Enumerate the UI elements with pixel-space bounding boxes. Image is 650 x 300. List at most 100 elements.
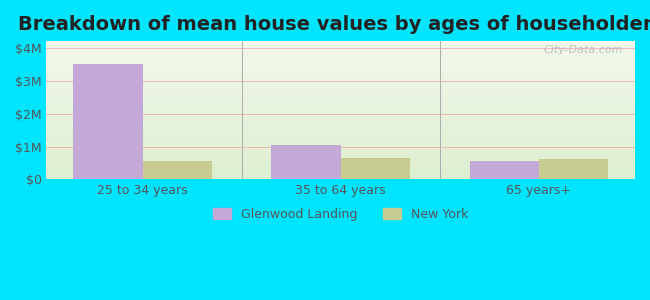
Bar — [47, 150, 635, 152]
Bar — [47, 136, 635, 138]
Bar — [47, 98, 635, 99]
Bar — [47, 120, 635, 122]
Bar — [47, 81, 635, 83]
Text: City-Data.com: City-Data.com — [544, 45, 623, 55]
Bar — [47, 87, 635, 88]
Bar — [47, 59, 635, 61]
Bar — [47, 89, 635, 91]
Bar — [47, 143, 635, 145]
Bar — [47, 157, 635, 159]
Bar — [47, 135, 635, 136]
Bar — [47, 58, 635, 59]
Bar — [47, 171, 635, 172]
Bar — [47, 170, 635, 171]
Bar — [47, 117, 635, 119]
Bar — [47, 122, 635, 123]
Bar — [47, 174, 635, 175]
Bar — [47, 51, 635, 52]
Bar — [341, 158, 410, 179]
Bar — [47, 125, 635, 127]
Bar — [47, 107, 635, 109]
Bar — [47, 45, 635, 46]
Bar — [47, 92, 635, 94]
Title: Breakdown of mean house values by ages of householders: Breakdown of mean house values by ages o… — [18, 15, 650, 34]
Bar — [47, 166, 635, 167]
Bar — [47, 76, 635, 77]
Bar — [47, 131, 635, 132]
Bar — [47, 62, 635, 63]
Bar — [47, 142, 635, 143]
Bar — [47, 123, 635, 124]
Bar — [47, 134, 635, 135]
Bar — [47, 63, 635, 64]
Bar — [47, 110, 635, 112]
Bar — [47, 69, 635, 70]
Bar — [47, 88, 635, 89]
Bar — [47, 172, 635, 174]
Bar — [47, 44, 635, 45]
Bar — [47, 130, 635, 131]
Bar — [47, 109, 635, 110]
Bar — [47, 79, 635, 80]
Bar — [47, 139, 635, 141]
Bar — [47, 148, 635, 149]
Bar — [47, 56, 635, 58]
Bar — [47, 106, 635, 107]
Bar — [47, 94, 635, 95]
Bar — [47, 118, 635, 120]
Bar — [272, 145, 341, 179]
Bar — [47, 64, 635, 66]
Bar — [47, 52, 635, 54]
Bar — [47, 66, 635, 68]
Bar — [47, 70, 635, 72]
Bar — [47, 95, 635, 97]
Bar — [47, 102, 635, 104]
Bar — [47, 160, 635, 161]
Bar — [47, 177, 635, 178]
Bar — [47, 132, 635, 134]
Legend: Glenwood Landing, New York: Glenwood Landing, New York — [207, 203, 474, 226]
Bar — [47, 113, 635, 114]
Bar — [47, 156, 635, 157]
Bar — [47, 46, 635, 48]
Bar — [47, 154, 635, 156]
Bar — [47, 68, 635, 69]
Bar — [47, 116, 635, 117]
Bar — [47, 153, 635, 154]
Bar — [142, 161, 212, 179]
Bar — [47, 164, 635, 166]
Bar — [47, 128, 635, 130]
Bar — [47, 74, 635, 76]
Bar — [47, 124, 635, 125]
Bar — [47, 43, 635, 44]
Bar — [47, 55, 635, 56]
Bar — [47, 97, 635, 98]
Bar — [47, 48, 635, 50]
Bar — [47, 141, 635, 142]
Bar — [47, 161, 635, 163]
Bar — [47, 99, 635, 101]
Bar — [47, 77, 635, 79]
Bar — [47, 91, 635, 92]
Bar — [47, 138, 635, 139]
Bar — [47, 127, 635, 128]
Bar — [47, 105, 635, 106]
Bar — [47, 50, 635, 51]
Bar — [47, 112, 635, 113]
Bar — [47, 167, 635, 168]
Bar — [73, 64, 142, 179]
Bar — [47, 103, 635, 105]
Bar — [47, 178, 635, 179]
Bar — [469, 161, 539, 179]
Bar — [47, 80, 635, 81]
Bar — [539, 159, 608, 179]
Bar — [47, 159, 635, 160]
Bar — [47, 84, 635, 86]
Bar — [47, 175, 635, 177]
Bar — [47, 41, 635, 43]
Bar — [47, 145, 635, 146]
Bar — [47, 168, 635, 170]
Bar — [47, 114, 635, 116]
Bar — [47, 149, 635, 150]
Bar — [47, 146, 635, 148]
